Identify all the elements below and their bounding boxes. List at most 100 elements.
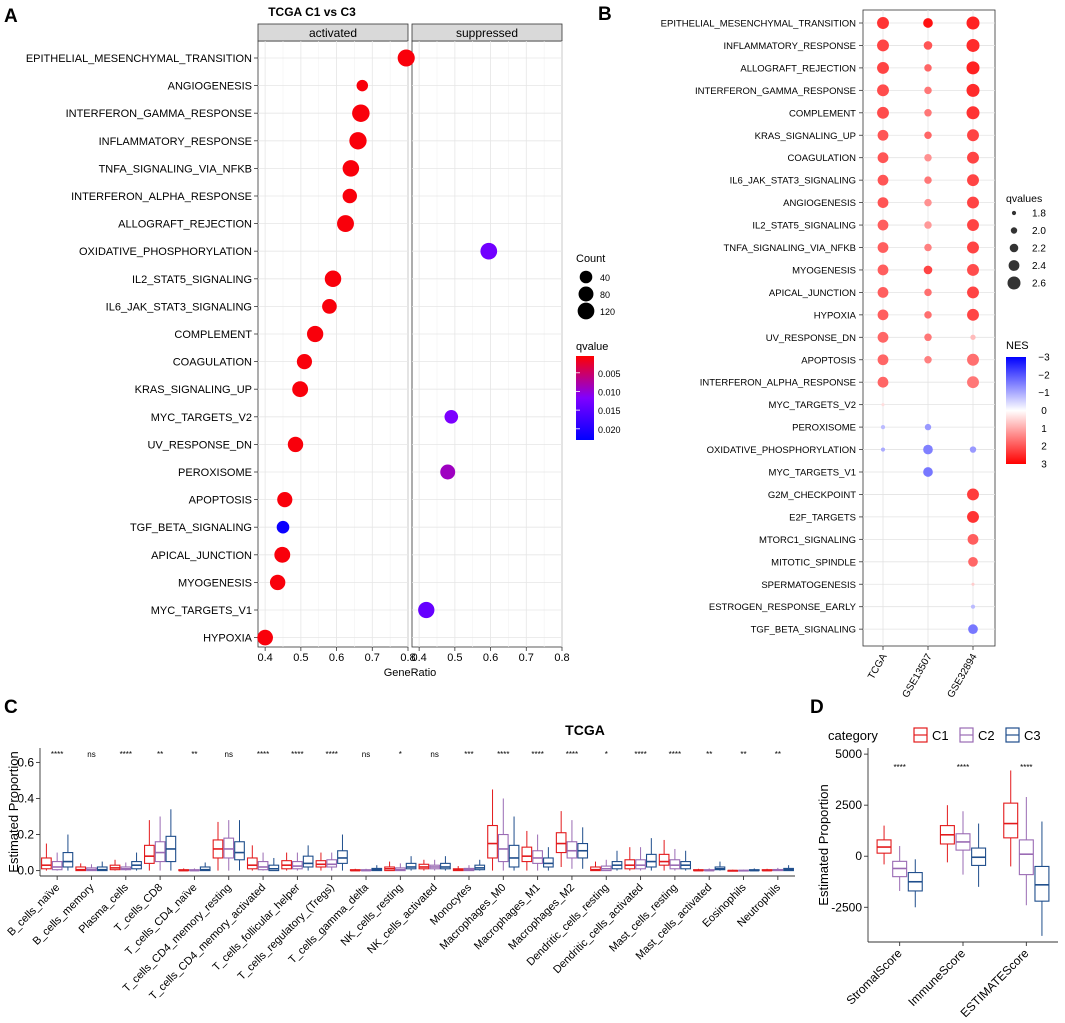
y-category-label: ANGIOGENESIS [783,198,856,209]
y-category-label: INFLAMMATORY_RESPONSE [723,41,856,52]
legend-nes-label: 0 [1041,406,1047,417]
y-category-label: EPITHELIAL_MESENCHYMAL_TRANSITION [661,19,856,30]
box-nk_cells_activated-c3 [440,862,451,870]
legend-nes-label: 1 [1041,424,1047,435]
legend-count-label: 40 [600,273,610,283]
box-t_cells_follicular_helper-c2 [292,861,303,870]
y-category-label: INTERFERON_GAMMA_RESPONSE [66,108,252,120]
legend-qvalues-dot [1008,260,1020,271]
facet-label: suppressed [456,26,518,40]
point-apical_junction-tcga [877,287,889,298]
x-tick-label: 0.4 [411,652,426,664]
significance-label: **** [1020,763,1032,772]
point-allograft_rejection-gse13507 [924,64,932,72]
facet-label: activated [309,26,357,40]
point-hypoxia-gse13507 [924,311,932,319]
x-category-label: NK_cells_resting [339,882,406,949]
point-apical_junction-gse32894 [967,286,979,299]
box-dendritic_cells_activated-c2 [635,859,646,870]
point-complement-gse32894 [966,106,980,120]
box-b_cells_naïve-c2 [51,861,63,871]
legend-q-colorbar [576,356,594,440]
y-category-label: MYC_TARGETS_V1 [769,468,856,479]
y-category-label: APOPTOSIS [189,495,252,507]
box-macrophages_m0-c2 [497,833,509,863]
x-category-label: ESTIMATEScore [958,946,1032,1020]
legend-nes-label: −2 [1038,370,1050,381]
x-category-label: GSE13507 [901,652,935,700]
y-category-label: IL2_STAT5_SIGNALING [132,274,252,286]
y-category-label: OXIDATIVE_PHOSPHORYLATION [79,246,252,258]
point-interferon_gamma_response-tcga [877,84,889,97]
point-coagulation-gse13507 [924,153,932,162]
point-il2_stat5_signaling-tcga [877,219,889,231]
point-oxidative_phosphorylation-gse13507 [923,444,933,455]
y-category-label: PEROXISOME [792,423,856,434]
x-category-label: StromalScore [843,946,905,1008]
point-myc_targets_v1 [418,601,435,619]
y-category-label: TNFA_SIGNALING_VIA_NFKB [99,163,252,175]
y-tick-label: 0.4 [17,791,34,805]
significance-label: **** [531,750,543,759]
point-epithelial_mesenchymal_transition-tcga [877,17,889,29]
significance-label: ** [191,750,197,759]
point-oxidative_phosphorylation-gse32894 [969,446,977,453]
legend-nes-label: −1 [1038,388,1050,399]
point-il2_stat5_signaling-gse32894 [967,219,979,231]
significance-label: ns [87,750,95,759]
significance-label: **** [51,750,63,759]
point-angiogenesis-gse32894 [967,196,979,209]
point-il6_jak_stat3_signaling-tcga [877,174,889,186]
significance-label: **** [957,763,969,772]
legend-count-dot [578,286,594,302]
point-myc_targets_v1-gse13507 [923,467,933,477]
point-peroxisome [440,464,456,480]
point-tgf_beta_signaling [276,520,290,534]
point-apical_junction [274,546,291,563]
point-peroxisome-gse13507 [924,423,932,431]
box-mast_cells_resting-c1 [658,853,670,866]
point-il6_jak_stat3_signaling [322,299,337,314]
y-category-label: COMPLEMENT [174,329,252,341]
box-t_cells_cd4_memory_activated-c3 [268,864,280,872]
y-tick-label: 0.6 [17,755,34,769]
x-tick-label: 0.6 [329,652,344,664]
y-category-label: TGF_BETA_SIGNALING [130,522,252,534]
box-t_cells_cd4_memory_activated-c2 [257,861,269,871]
facet-strip [411,23,563,42]
y-category-label: MTORC1_SIGNALING [759,535,856,546]
point-myogenesis-gse32894 [967,264,979,276]
y-category-label: KRAS_SIGNALING_UP [135,384,252,396]
box-t_cells_regulatory_(tregs)-c3 [337,850,348,864]
significance-label: **** [291,750,303,759]
y-category-label: IL6_JAK_STAT3_SIGNALING [106,301,252,313]
box-t_cells_cd4_memory_resting-c2 [223,837,235,859]
y-category-label: MYC_TARGETS_V2 [769,400,856,411]
y-category-label: COAGULATION [173,357,252,369]
box-t_cells_cd4_naïve-c3 [199,866,211,872]
point-coagulation-gse32894 [967,151,979,164]
point-e2f_targets-gse32894 [967,510,979,523]
point-kras_signaling_up [292,381,309,398]
legend-q-label: 0.005 [598,369,621,379]
y-category-label: PEROXISOME [178,467,252,479]
point-hypoxia [257,629,273,646]
box-b_cells_naïve-c3 [62,852,74,868]
point-uv_response_dn-tcga [877,331,889,343]
panel-a-dotplot: activated 0.4 0.5 0.6 0.7 0.8 suppressed 0.4 0.5… [26,23,621,679]
point-inflammatory_response-gse32894 [966,38,980,52]
point-inflammatory_response-tcga [877,39,889,52]
significance-label: ns [430,750,438,759]
point-epithelial_mesenchymal_transition-gse32894 [966,16,980,30]
x-tick-label: 0.5 [447,652,462,664]
y-tick-label: 0.2 [17,828,34,842]
point-oxidative_phosphorylation [480,242,498,260]
y-category-label: INTERFERON_ALPHA_RESPONSE [700,378,856,389]
point-il2_stat5_signaling-gse13507 [924,221,932,229]
box-t_cells_cd4_memory_resting-c3 [234,841,245,861]
point-estrogen_response_early-gse32894 [970,604,976,609]
significance-label: ** [740,750,746,759]
y-category-label: G2M_CHECKPOINT [768,490,856,501]
significance-label: ns [362,750,370,759]
significance-label: *** [464,750,473,759]
